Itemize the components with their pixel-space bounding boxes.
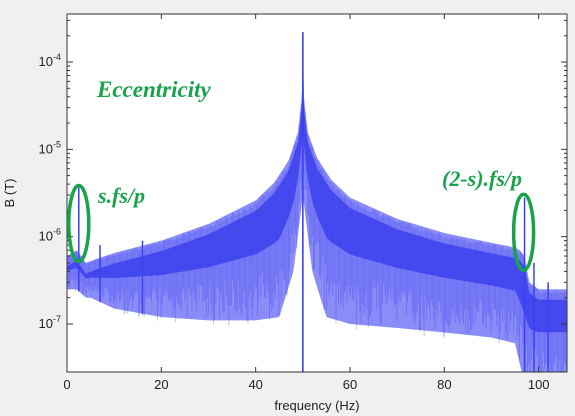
x-tick-label: 20 [154, 377, 168, 392]
y-tick-label: 10-5 [39, 139, 61, 156]
annotation-layer: Eccentricity s.fs/p (2-s).fs/p [67, 77, 536, 273]
x-tick-label: 80 [437, 377, 451, 392]
left-sideband-ellipse [67, 183, 91, 264]
y-tick-label: 10-6 [39, 227, 61, 244]
spectrum-series [67, 32, 567, 372]
x-tick-label: 60 [343, 377, 357, 392]
x-axis: 0 20 40 60 80 100 [63, 14, 550, 392]
y-axis-label: B (T) [2, 179, 17, 208]
axes-box [66, 13, 568, 373]
y-tick-label: 10-4 [39, 52, 61, 69]
right-sideband-label: (2-s).fs/p [442, 166, 522, 191]
spectrum-core-band [67, 52, 567, 333]
x-tick-label: 40 [248, 377, 262, 392]
x-tick-label: 100 [528, 377, 550, 392]
left-sideband-label: s.fs/p [97, 183, 145, 208]
y-axis: 10-7 10-6 10-5 10-4 [39, 19, 567, 331]
y-tick-label: 10-7 [39, 314, 61, 331]
data-layer [67, 32, 567, 372]
right-sideband-ellipse [511, 192, 536, 273]
x-tick-label: 0 [63, 377, 70, 392]
x-axis-label: frequency (Hz) [274, 398, 359, 413]
eccentricity-annotation: Eccentricity [96, 77, 211, 102]
